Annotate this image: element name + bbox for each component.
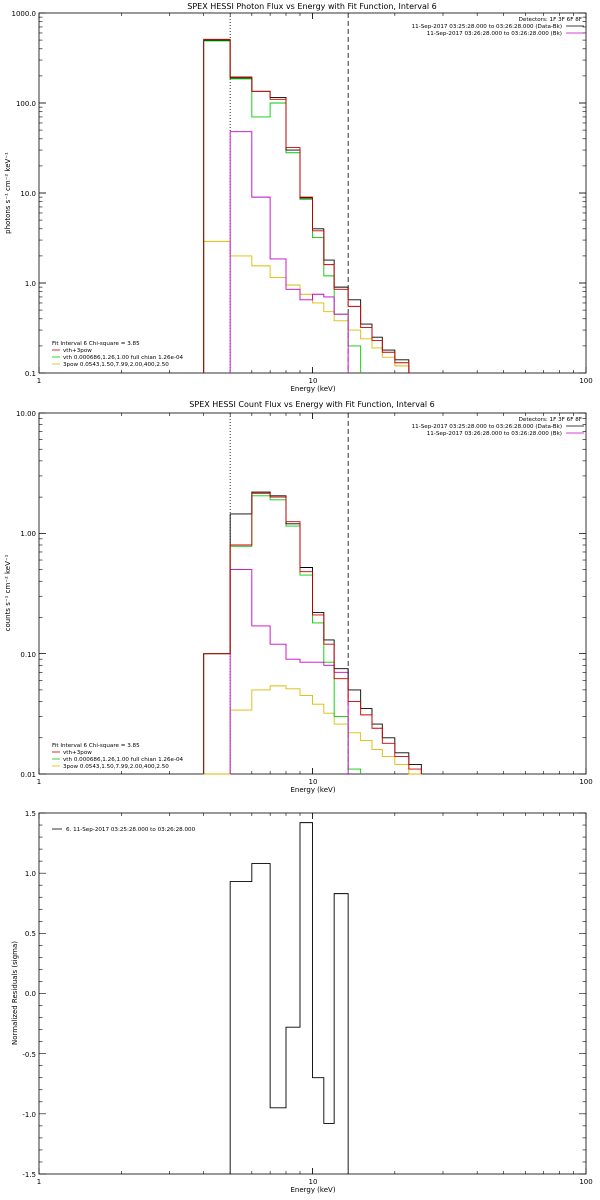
photon-x-ticks: [38, 13, 587, 373]
photon-legend-top-0: 11-Sep-2017 03:25:28.000 to 03:26:28.000…: [412, 24, 562, 30]
count-y-tick-label-1: 1.00: [20, 530, 36, 538]
residuals-y-tick-label-neg-0.5: -0.5: [22, 1051, 36, 1059]
count-detectors-label: Detectors: 1F 3F 6F 8F: [519, 417, 582, 423]
photon-series-vth-3pow: [203, 38, 410, 373]
count-series-3pow: [203, 685, 422, 775]
residuals-y-tick-label-0.0: 0.0: [25, 990, 36, 998]
photon-flux-panel: SPEX HESSI Photon Flux vs Energy with Fi…: [4, 2, 593, 393]
photon-legend-top-1: 11-Sep-2017 03:26:28.000 to 03:26:28.000…: [427, 31, 562, 37]
count-legend-3: 3pow 0.0543,1.50,7.99,2.00,400,2.50: [63, 764, 169, 770]
photon-y-tick-label-100: 100.0: [16, 100, 36, 108]
residuals-x-tick-label-1: 1: [37, 1178, 41, 1186]
residuals-x-ticks: [38, 813, 587, 1174]
residuals-y-tick-label-1.0: 1.0: [25, 870, 36, 878]
count-vertical-lines: [229, 413, 349, 774]
count-legend-2: vth 0.000686,1.26,1.00 full chian 1.26e-…: [63, 757, 184, 763]
photon-series-data-bk: [203, 39, 410, 373]
photon-legend-1: vth+3pow: [63, 348, 92, 354]
photon-chart-title: SPEX HESSI Photon Flux vs Energy with Fi…: [187, 2, 437, 11]
count-legend-1: vth+3pow: [63, 750, 92, 756]
photon-x-tick-label-10: 10: [309, 377, 318, 385]
residuals-panel: 1 10 100 1.5 1.0 0.5 0.0 -0.5 -1.0 -1.5 …: [11, 810, 593, 1194]
residuals-x-axis-label: Energy (keV): [290, 1186, 335, 1194]
count-x-tick-label-1: 1: [37, 778, 41, 786]
photon-series-vth: [203, 40, 362, 373]
count-y-tick-label-10: 10.00: [16, 410, 36, 418]
photon-y-tick-label-10: 10.0: [20, 190, 36, 198]
photon-legend-3: 3pow 0.0543,1.50,7.99,2.00,400,2.50: [63, 362, 169, 368]
count-legend-fit-interval: Fit Interval 6 Chi-square = 3.85: [52, 743, 140, 749]
count-y-tick-label-0.01: 0.01: [20, 771, 36, 779]
count-series: [203, 491, 422, 775]
count-series-bk: [229, 569, 349, 774]
residuals-y-tick-label-0.5: 0.5: [25, 930, 36, 938]
photon-legend-2: vth 0.000686,1.26,1.00 full chian 1.26e-…: [63, 355, 184, 361]
photon-y-axis-label: photons s⁻¹ cm⁻² keV⁻¹: [4, 152, 12, 234]
residuals-x-tick-label-10: 10: [309, 1178, 318, 1186]
count-x-ticks: [38, 413, 587, 774]
residuals-y-tick-label-1.5: 1.5: [25, 810, 36, 818]
count-x-axis-label: Energy (keV): [290, 786, 335, 794]
count-y-axis-label: counts s⁻¹ cm⁻² keV⁻¹: [4, 554, 12, 631]
count-series-vth: [203, 495, 362, 774]
photon-x-tick-label-100: 100: [579, 377, 592, 385]
residuals-y-axis-label: Normalized Residuals (sigma): [11, 941, 19, 1045]
photon-series-bk: [229, 131, 349, 373]
photon-legend-fit-interval: Fit Interval 6 Chi-square = 3.85: [52, 341, 140, 347]
count-flux-panel: SPEX HESSI Count Flux vs Energy with Fit…: [4, 400, 593, 794]
residuals-series-residual: [229, 822, 349, 1174]
count-chart-title: SPEX HESSI Count Flux vs Energy with Fit…: [189, 400, 434, 409]
residuals-legend: 6. 11-Sep-2017 03:25:28.000 to 03:26:28.…: [66, 827, 196, 833]
residuals-y-tick-label-neg-1.5: -1.5: [22, 1171, 36, 1179]
photon-series: [203, 38, 410, 373]
photon-y-tick-label-1000: 1000.0: [12, 10, 37, 18]
count-legend-top-0: 11-Sep-2017 03:25:28.000 to 03:26:28.000…: [412, 424, 562, 430]
photon-detectors-label: Detectors: 1F 3F 6F 8F: [519, 17, 582, 23]
photon-x-tick-label-1: 1: [37, 377, 41, 385]
count-x-tick-label-10: 10: [309, 778, 318, 786]
count-y-ticks: [39, 412, 586, 775]
photon-x-axis-label: Energy (keV): [290, 385, 335, 393]
residuals-x-tick-label-100: 100: [579, 1178, 592, 1186]
count-x-tick-label-100: 100: [579, 778, 592, 786]
photon-series-3pow: [203, 240, 410, 373]
photon-y-ticks: [39, 12, 586, 374]
count-y-tick-label-0.1: 0.10: [20, 651, 36, 659]
residuals-y-ticks: [39, 812, 586, 1175]
photon-plot-frame: [38, 12, 587, 374]
residuals-y-tick-label-neg-1.0: -1.0: [22, 1111, 36, 1119]
count-legend-top-1: 11-Sep-2017 03:26:28.000 to 03:26:28.000…: [427, 431, 562, 437]
photon-y-tick-label-0.1: 0.1: [25, 370, 36, 378]
photon-y-tick-label-1: 1.0: [25, 280, 36, 288]
count-series-data-bk: [203, 491, 422, 774]
photon-vertical-lines: [229, 13, 349, 373]
residuals-series: [229, 822, 349, 1174]
count-series-vth-3pow: [203, 492, 422, 774]
